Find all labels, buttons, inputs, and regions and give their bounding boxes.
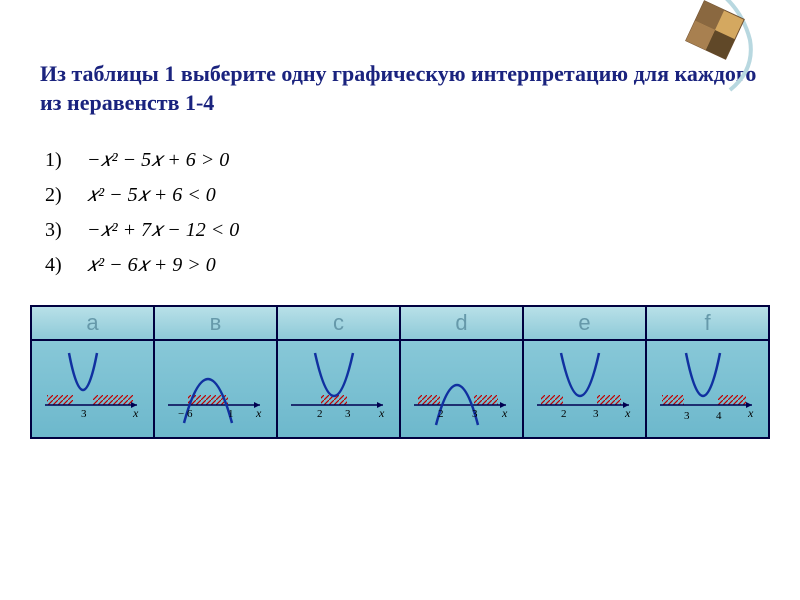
- graph-cell-e: 2 3 x: [523, 340, 646, 438]
- equation-number: 4): [45, 254, 87, 277]
- column-header: в: [154, 306, 277, 340]
- svg-text:x: x: [501, 406, 508, 420]
- equation-formula: 𝑥² − 6𝑥 + 9 > 0: [87, 254, 216, 277]
- svg-text:x: x: [255, 406, 262, 420]
- svg-text:x: x: [747, 406, 754, 420]
- column-header: d: [400, 306, 523, 340]
- equation-formula: 𝑥² − 5𝑥 + 6 < 0: [87, 184, 216, 207]
- equations-list: 1) −𝑥² − 5𝑥 + 6 > 0 2) 𝑥² − 5𝑥 + 6 < 0 3…: [0, 127, 800, 277]
- equation-row: 4) 𝑥² − 6𝑥 + 9 > 0: [45, 254, 760, 277]
- svg-text:3: 3: [81, 408, 87, 420]
- svg-text:3: 3: [593, 408, 599, 420]
- equation-number: 2): [45, 184, 87, 207]
- svg-text:3: 3: [472, 408, 478, 420]
- svg-text:2: 2: [317, 408, 323, 420]
- graph-cell-d: 2 3 x: [400, 340, 523, 438]
- svg-text:4: 4: [716, 410, 722, 422]
- equation-formula: −𝑥² + 7𝑥 − 12 < 0: [87, 219, 239, 242]
- graph-cell-a: 3 x: [31, 340, 154, 438]
- graph-cell-b: − 6 1 x: [154, 340, 277, 438]
- svg-text:x: x: [132, 406, 139, 420]
- equation-number: 3): [45, 219, 87, 242]
- svg-text:2: 2: [438, 408, 444, 420]
- column-header: е: [523, 306, 646, 340]
- equation-formula: −𝑥² − 5𝑥 + 6 > 0: [87, 149, 229, 172]
- svg-text:3: 3: [684, 410, 690, 422]
- column-header: с: [277, 306, 400, 340]
- svg-text:1: 1: [228, 408, 234, 420]
- graph-table: а в с d е f 3: [30, 305, 770, 439]
- equation-row: 3) −𝑥² + 7𝑥 − 12 < 0: [45, 219, 760, 242]
- svg-text:2: 2: [561, 408, 567, 420]
- svg-text:− 6: − 6: [178, 408, 193, 420]
- column-header: f: [646, 306, 769, 340]
- svg-text:x: x: [624, 406, 631, 420]
- equation-row: 2) 𝑥² − 5𝑥 + 6 < 0: [45, 184, 760, 207]
- corner-decoration: [640, 0, 780, 120]
- graph-cell-c: 2 3 x: [277, 340, 400, 438]
- column-header: а: [31, 306, 154, 340]
- svg-text:3: 3: [345, 408, 351, 420]
- svg-text:x: x: [378, 406, 385, 420]
- equation-number: 1): [45, 149, 87, 172]
- equation-row: 1) −𝑥² − 5𝑥 + 6 > 0: [45, 149, 760, 172]
- graph-cell-f: 3 4 x: [646, 340, 769, 438]
